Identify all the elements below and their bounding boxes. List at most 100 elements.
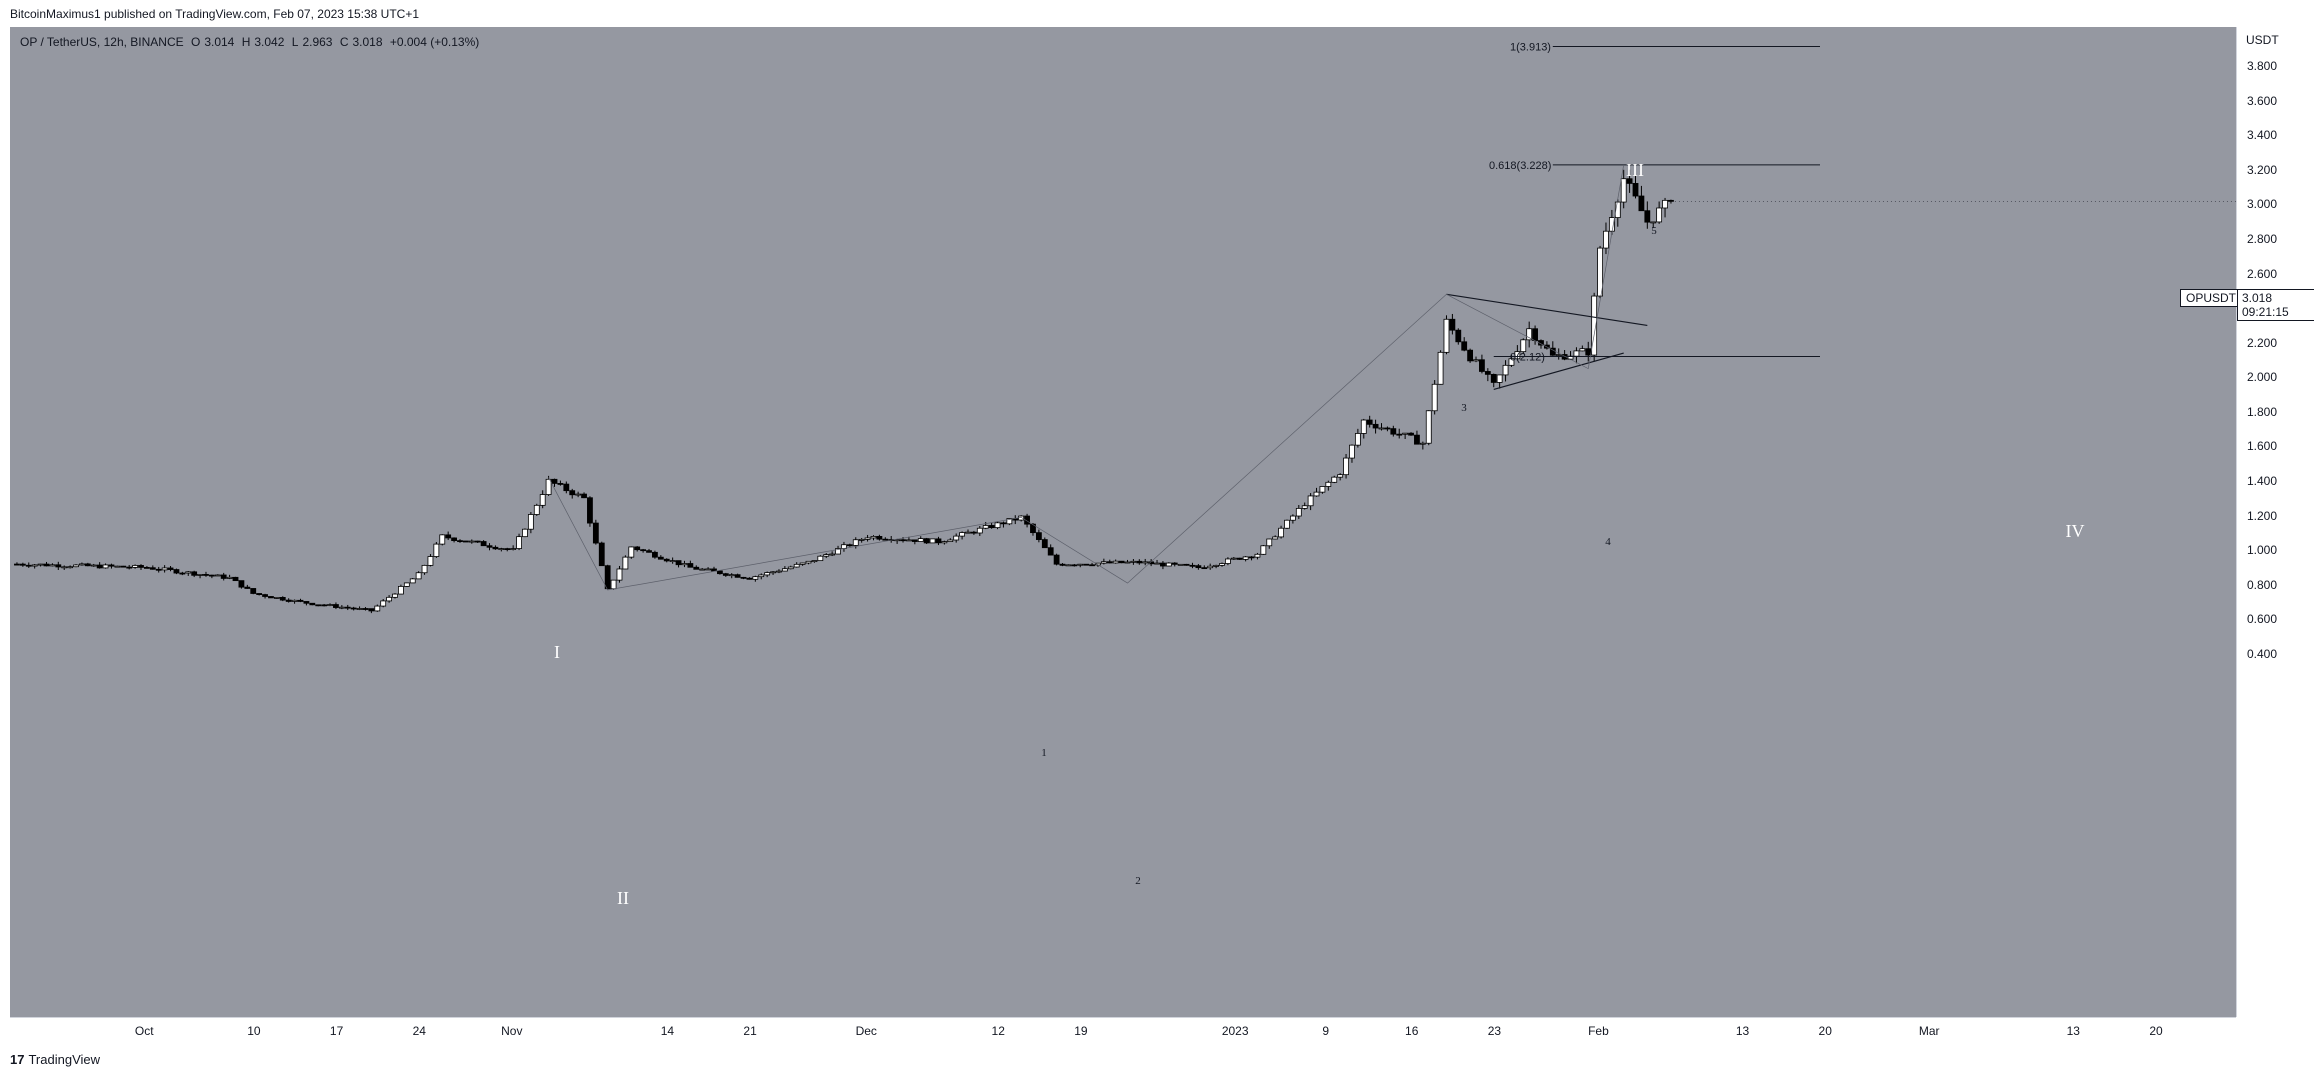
candle-body [1207,565,1214,569]
candle-body [669,560,676,563]
candle [1035,529,1042,543]
candle [1408,432,1414,436]
candle [1236,557,1243,560]
candle [309,602,316,606]
candle-body [167,567,174,570]
price-tick-label: 3.200 [2247,162,2278,177]
candle-body [1597,247,1603,297]
candle-body [835,548,841,555]
candle-body [717,570,723,575]
candle-body [1089,564,1095,567]
candle [1614,199,1621,227]
subwave-1-label: 1 [1041,747,1047,759]
candle [73,564,79,568]
candle-body [492,546,499,550]
candle [971,530,977,535]
price-tick-label: 3.800 [2247,59,2278,73]
candle [504,547,511,552]
candle-body [386,596,393,602]
candle [1242,555,1249,562]
candle-body [675,560,682,566]
price-tick-label: 2.800 [2247,231,2278,246]
candle-body [598,542,605,567]
candle [1207,563,1214,570]
candle-body [102,564,109,569]
candle-body [49,564,56,567]
candle-body [781,568,788,572]
candle-body [321,604,328,607]
candle [1414,430,1420,445]
candle-body [1006,518,1013,525]
candle-body [1183,563,1190,566]
candle [486,543,493,551]
candle-body [1154,562,1160,565]
candle-body [1496,374,1503,383]
candle-body [1372,423,1379,429]
candle [445,531,452,541]
candle-body [108,564,115,567]
candle [321,603,328,607]
candle-body [894,539,901,542]
candle [362,607,369,611]
candle [1284,519,1290,529]
candle-body [338,606,345,609]
candle [14,562,20,566]
candle [19,562,26,567]
candle [1484,368,1491,382]
candle-body [1455,329,1462,343]
candle [1171,562,1178,567]
candle [279,596,286,602]
candle [1219,562,1225,567]
candle [646,548,652,553]
candle-body [799,562,806,565]
candle [953,533,960,543]
candle [1437,350,1444,385]
candle [982,521,989,530]
candle-body [1662,199,1668,209]
candle-body [1230,557,1237,560]
candle-body [1490,373,1497,383]
time-tick-label: 21 [743,1024,757,1038]
candle-body [73,564,79,568]
candle [1360,418,1367,439]
price-tick-label: 1.400 [2247,474,2278,489]
price-tick-label: 3.400 [2247,128,2278,143]
candle-body [917,538,924,542]
candle-body [120,565,127,568]
price-axis[interactable]: 3.8003.6003.4003.2003.0002.8002.6002.400… [2236,27,2314,1017]
candle-body [1620,178,1627,203]
candle-body [232,576,239,582]
tradingview-footer[interactable]: 17 TradingView [10,1052,100,1067]
candle [84,562,91,567]
candle-body [1449,318,1456,331]
candle-body [191,571,198,576]
candle [533,503,540,516]
candle [1650,221,1657,229]
candle-body [1136,560,1143,564]
candle [1083,563,1090,566]
time-tick-label: 13 [2066,1024,2080,1038]
candle [1496,374,1503,389]
candle-body [1035,532,1042,540]
candle-body [911,539,918,542]
time-axis[interactable]: Oct 10 17 24 Nov 14 21 Dec 12 19 2023 9 16 23 Feb 13 20 M… [10,1017,2236,1045]
price-tick-label: 0.400 [2247,647,2278,661]
candle-body [923,538,930,544]
candle-body [1100,561,1107,564]
candle-body [1219,563,1225,566]
candle-body [628,546,635,558]
candle-body [1502,364,1509,376]
candle-body [610,579,617,590]
candle-body [1000,522,1007,525]
candle [923,537,930,544]
candle [1260,545,1267,555]
candle-body [303,601,310,604]
candle [976,525,983,536]
time-tick-label: 12 [991,1024,1005,1038]
candle [911,539,918,545]
candle-body [817,555,824,562]
chart-plot-area[interactable]: 1(3.913) 0.618(3.228) 0(2.12) I II III IV 1 2 3 4 5 [10,27,2236,1017]
candle-body [457,540,463,543]
candle-body [262,594,268,597]
